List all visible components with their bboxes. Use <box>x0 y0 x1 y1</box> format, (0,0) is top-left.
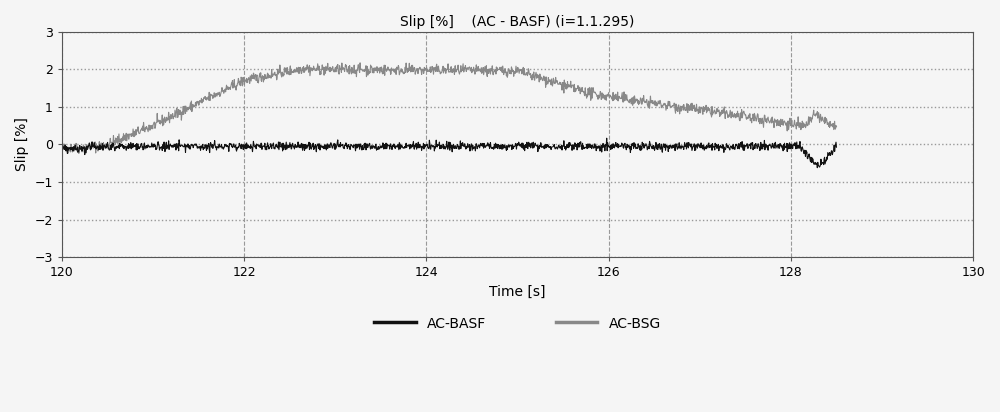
AC-BASF <box>811 165 823 170</box>
Y-axis label: Slip [%]: Slip [%] <box>15 117 29 171</box>
AC-BSG <box>461 66 473 71</box>
AC-BASF <box>676 143 688 148</box>
Line: AC-BASF: AC-BASF <box>62 138 836 168</box>
AC-BSG <box>199 94 211 99</box>
AC-BASF <box>830 145 842 150</box>
X-axis label: Time [s]: Time [s] <box>489 285 546 299</box>
AC-BSG <box>56 145 68 150</box>
Legend: AC-BASF, AC-BSG: AC-BASF, AC-BSG <box>369 309 666 337</box>
AC-BSG <box>676 103 688 108</box>
AC-BASF <box>460 147 472 152</box>
AC-BSG <box>354 61 366 66</box>
AC-BASF <box>199 146 211 151</box>
AC-BASF <box>185 142 197 147</box>
AC-BASF <box>601 136 613 140</box>
Title: Slip [%]    (AC - BASF) (i=1.1.295): Slip [%] (AC - BASF) (i=1.1.295) <box>400 15 635 29</box>
AC-BSG <box>495 66 507 71</box>
AC-BASF <box>417 145 429 150</box>
AC-BASF <box>494 146 506 151</box>
AC-BSG <box>185 98 197 103</box>
AC-BASF <box>56 146 68 151</box>
AC-BSG <box>418 70 430 75</box>
AC-BSG <box>73 151 85 156</box>
AC-BSG <box>830 124 842 129</box>
Line: AC-BSG: AC-BSG <box>62 63 836 153</box>
